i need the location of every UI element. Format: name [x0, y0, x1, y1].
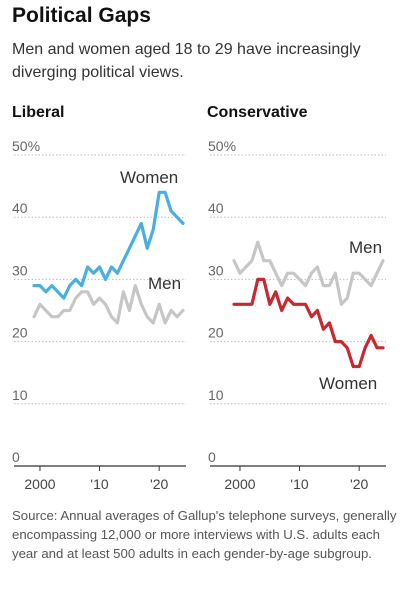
- liberal-ytick-label: 40: [12, 200, 28, 216]
- liberal-ytick-label: 50%: [12, 138, 40, 154]
- liberal-women-line: [32, 190, 185, 300]
- conservative-ytick-label: 0: [208, 449, 216, 465]
- chart-subtitle: Men and women aged 18 to 29 have increas…: [12, 41, 361, 81]
- conservative-xtick-label: '20: [350, 476, 368, 492]
- conservative-men-line: [232, 240, 385, 306]
- liberal-ytick-label: 0: [12, 449, 20, 465]
- chart-title: Political Gaps: [12, 4, 151, 27]
- conservative-xtick-label: '10: [290, 476, 308, 492]
- liberal-men-line: [32, 284, 185, 325]
- liberal-men-label: Men: [148, 274, 181, 293]
- conservative-ytick-label: 40: [208, 200, 224, 216]
- source-note: Source: Annual averages of Gallup's tele…: [12, 508, 397, 561]
- panel-title-liberal: Liberal: [12, 104, 65, 121]
- liberal-ytick-label: 30: [12, 262, 28, 278]
- liberal-ytick-label: 10: [12, 387, 28, 403]
- liberal-xtick-label: '10: [90, 476, 108, 492]
- conservative-ytick-label: 20: [208, 325, 224, 341]
- conservative-ytick-label: 10: [208, 387, 224, 403]
- liberal-xtick-label: 2000: [24, 476, 55, 492]
- liberal-ytick-label: 20: [12, 325, 28, 341]
- conservative-ytick-label: 50%: [208, 138, 236, 154]
- conservative-women-line: [232, 277, 385, 369]
- conservative-ytick-label: 30: [208, 262, 224, 278]
- conservative-women-label: Women: [319, 374, 377, 393]
- conservative-xtick-label: 2000: [224, 476, 255, 492]
- panel-title-conservative: Conservative: [207, 104, 308, 121]
- conservative-men-label: Men: [349, 238, 382, 257]
- liberal-xtick-label: '20: [150, 476, 168, 492]
- liberal-women-label: Women: [120, 168, 178, 187]
